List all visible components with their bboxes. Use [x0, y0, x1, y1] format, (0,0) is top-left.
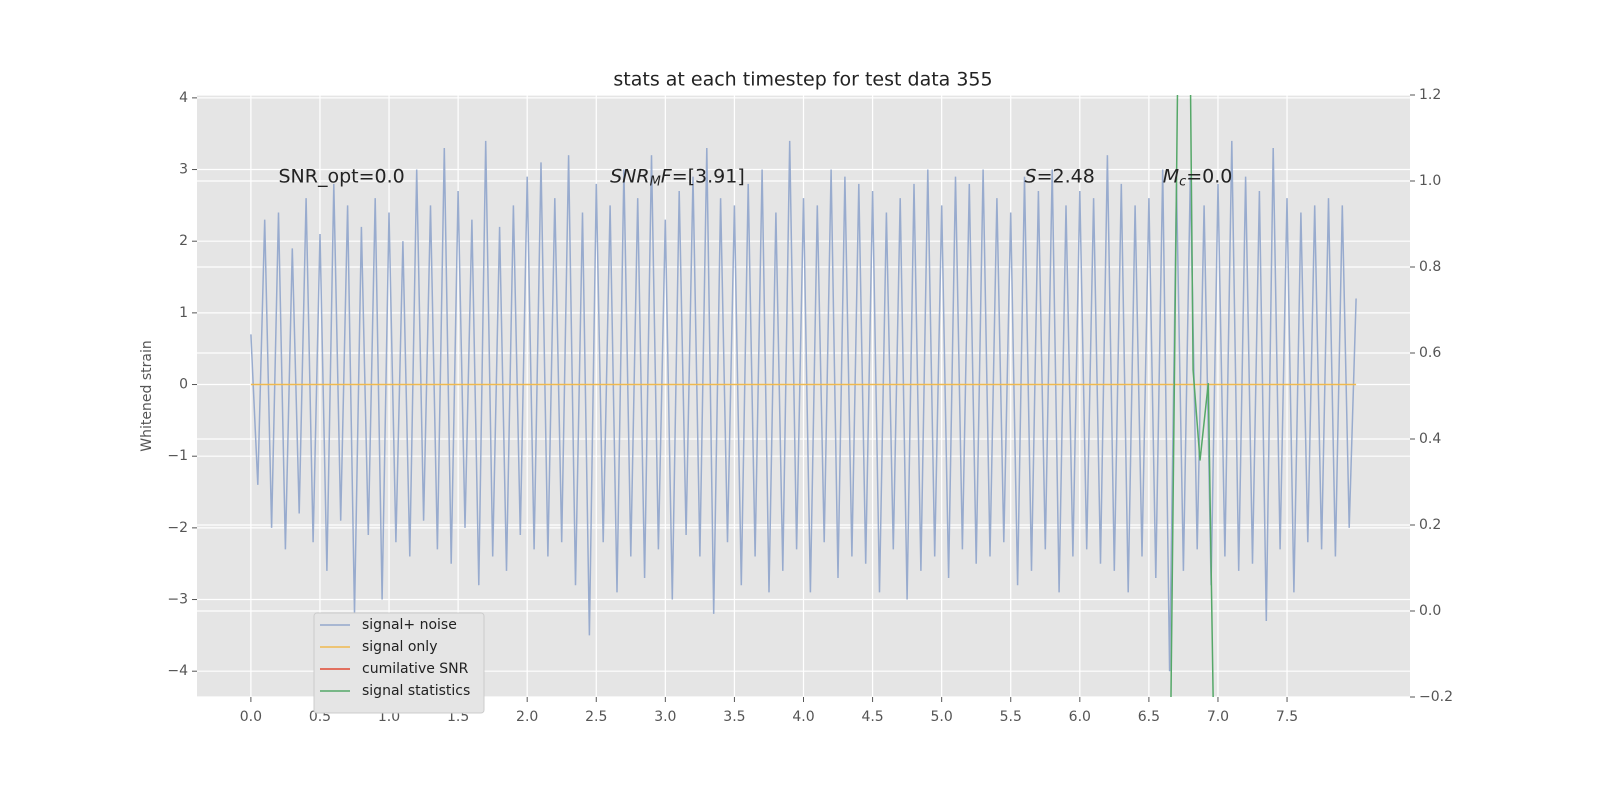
y2-tick-label: 0.2 — [1419, 517, 1441, 533]
annotation: SNRMF=[3.91] — [610, 165, 745, 189]
annotation-part: =2.48 — [1037, 165, 1095, 187]
plot-area — [250, 95, 1357, 697]
legend-label: cumilative SNR — [362, 661, 469, 677]
x-tick-label: 0.0 — [240, 709, 262, 725]
annotation-part: F — [661, 165, 673, 187]
annotation-part: SNR — [610, 165, 649, 187]
annotation-part: =[3.91] — [672, 165, 745, 187]
y-axis-label: Whitened strain — [139, 340, 155, 451]
x-tick-label: 3.0 — [654, 709, 676, 725]
chart-title: stats at each timestep for test data 355 — [613, 69, 992, 91]
x-tick-label: 5.0 — [931, 709, 953, 725]
legend-label: signal+ noise — [362, 617, 457, 633]
annotation-part: c — [1179, 174, 1186, 189]
legend-label: signal only — [362, 639, 437, 655]
series-line — [1170, 95, 1214, 697]
annotation-part: M — [650, 174, 661, 189]
x-tick-label: 2.5 — [585, 709, 607, 725]
x-tick-label: 7.5 — [1276, 709, 1298, 725]
y2-tick-label: −0.2 — [1419, 689, 1453, 705]
y-tick-label: −4 — [167, 663, 188, 679]
annotation-part: =0.0 — [1186, 165, 1232, 187]
x-tick-label: 2.0 — [516, 709, 538, 725]
annotation-part: S — [1025, 165, 1037, 187]
x-tick-label: 6.0 — [1069, 709, 1091, 725]
annotation-part: M — [1163, 165, 1179, 187]
y2-tick-label: 0.0 — [1419, 603, 1441, 619]
y2-tick-label: 1.0 — [1419, 173, 1441, 189]
y-tick-label: 2 — [179, 233, 188, 249]
y2-tick-label: 0.6 — [1419, 345, 1441, 361]
annotation-part: SNR_opt=0.0 — [279, 165, 405, 187]
y-tick-label: 3 — [179, 162, 188, 178]
x-tick-label: 4.0 — [792, 709, 814, 725]
annotation: Mc=0.0 — [1163, 165, 1233, 189]
x-tick-label: 4.5 — [861, 709, 883, 725]
y-tick-label: −1 — [167, 448, 188, 464]
annotation: S=2.48 — [1025, 165, 1095, 187]
overlay: 0.0 0.5 1.0 1.5 2.0 2.5 3.0 3.5 4.0 4.5 5.0 5.5 6.0 6… — [167, 87, 1453, 725]
y-tick-label: 1 — [179, 305, 188, 321]
grid — [197, 94, 1410, 698]
y2-tick-label: 0.4 — [1419, 431, 1441, 447]
y2-tick-label: 1.2 — [1419, 87, 1441, 103]
x-tick-label: 3.5 — [723, 709, 745, 725]
y-tick-label: 0 — [179, 377, 188, 393]
y-tick-label: −3 — [167, 592, 188, 608]
y2-tick-label: 0.8 — [1419, 259, 1441, 275]
x-tick-label: 7.0 — [1207, 709, 1229, 725]
legend-box — [313, 612, 485, 714]
x-tick-label: 5.5 — [1000, 709, 1022, 725]
y-tick-label: 4 — [179, 90, 188, 106]
y-tick-label: −2 — [167, 520, 188, 536]
legend-label: signal statistics — [362, 683, 470, 699]
series-line — [250, 140, 1357, 672]
annotation: SNR_opt=0.0 — [279, 165, 405, 187]
x-tick-label: 6.5 — [1138, 709, 1160, 725]
